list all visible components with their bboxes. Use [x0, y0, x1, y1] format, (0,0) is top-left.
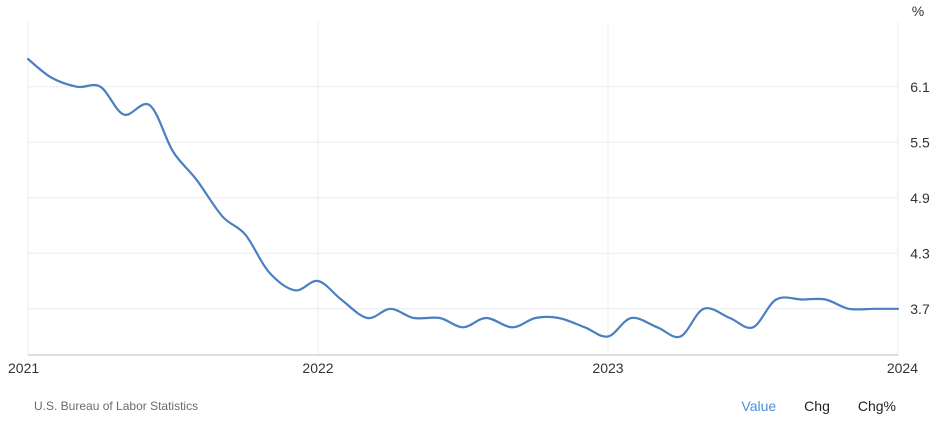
tab-chg-percent[interactable]: Chg%: [857, 398, 896, 414]
y-tick-label: 5.5: [910, 134, 930, 150]
x-tick-label: 2023: [592, 360, 623, 376]
y-axis-ticks: 3.7 4.3 4.9 5.5 6.1: [910, 79, 930, 317]
chart-footer: U.S. Bureau of Labor Statistics Value Ch…: [0, 390, 940, 424]
tab-value[interactable]: Value: [741, 398, 777, 414]
y-unit-label: %: [912, 3, 924, 19]
x-tick-label: 2021: [8, 360, 39, 376]
x-axis-ticks: 2021 2022 2023 2024: [8, 360, 918, 376]
source-label: U.S. Bureau of Labor Statistics: [34, 399, 199, 413]
series-line: [26, 57, 900, 339]
y-tick-label: 4.3: [910, 245, 930, 261]
gridlines: [27, 22, 899, 355]
y-tick-label: 4.9: [910, 190, 930, 206]
line-chart: 2021 2022 2023 2024 3.7 4.3 4.9 5.5 6.1 %: [8, 3, 930, 376]
x-tick-label: 2024: [887, 360, 918, 376]
y-tick-label: 6.1: [910, 79, 930, 95]
tab-chg[interactable]: Chg: [804, 398, 830, 414]
view-tabs: Value Chg Chg%: [741, 398, 896, 414]
x-tick-label: 2022: [302, 360, 333, 376]
y-tick-label: 3.7: [910, 301, 930, 317]
